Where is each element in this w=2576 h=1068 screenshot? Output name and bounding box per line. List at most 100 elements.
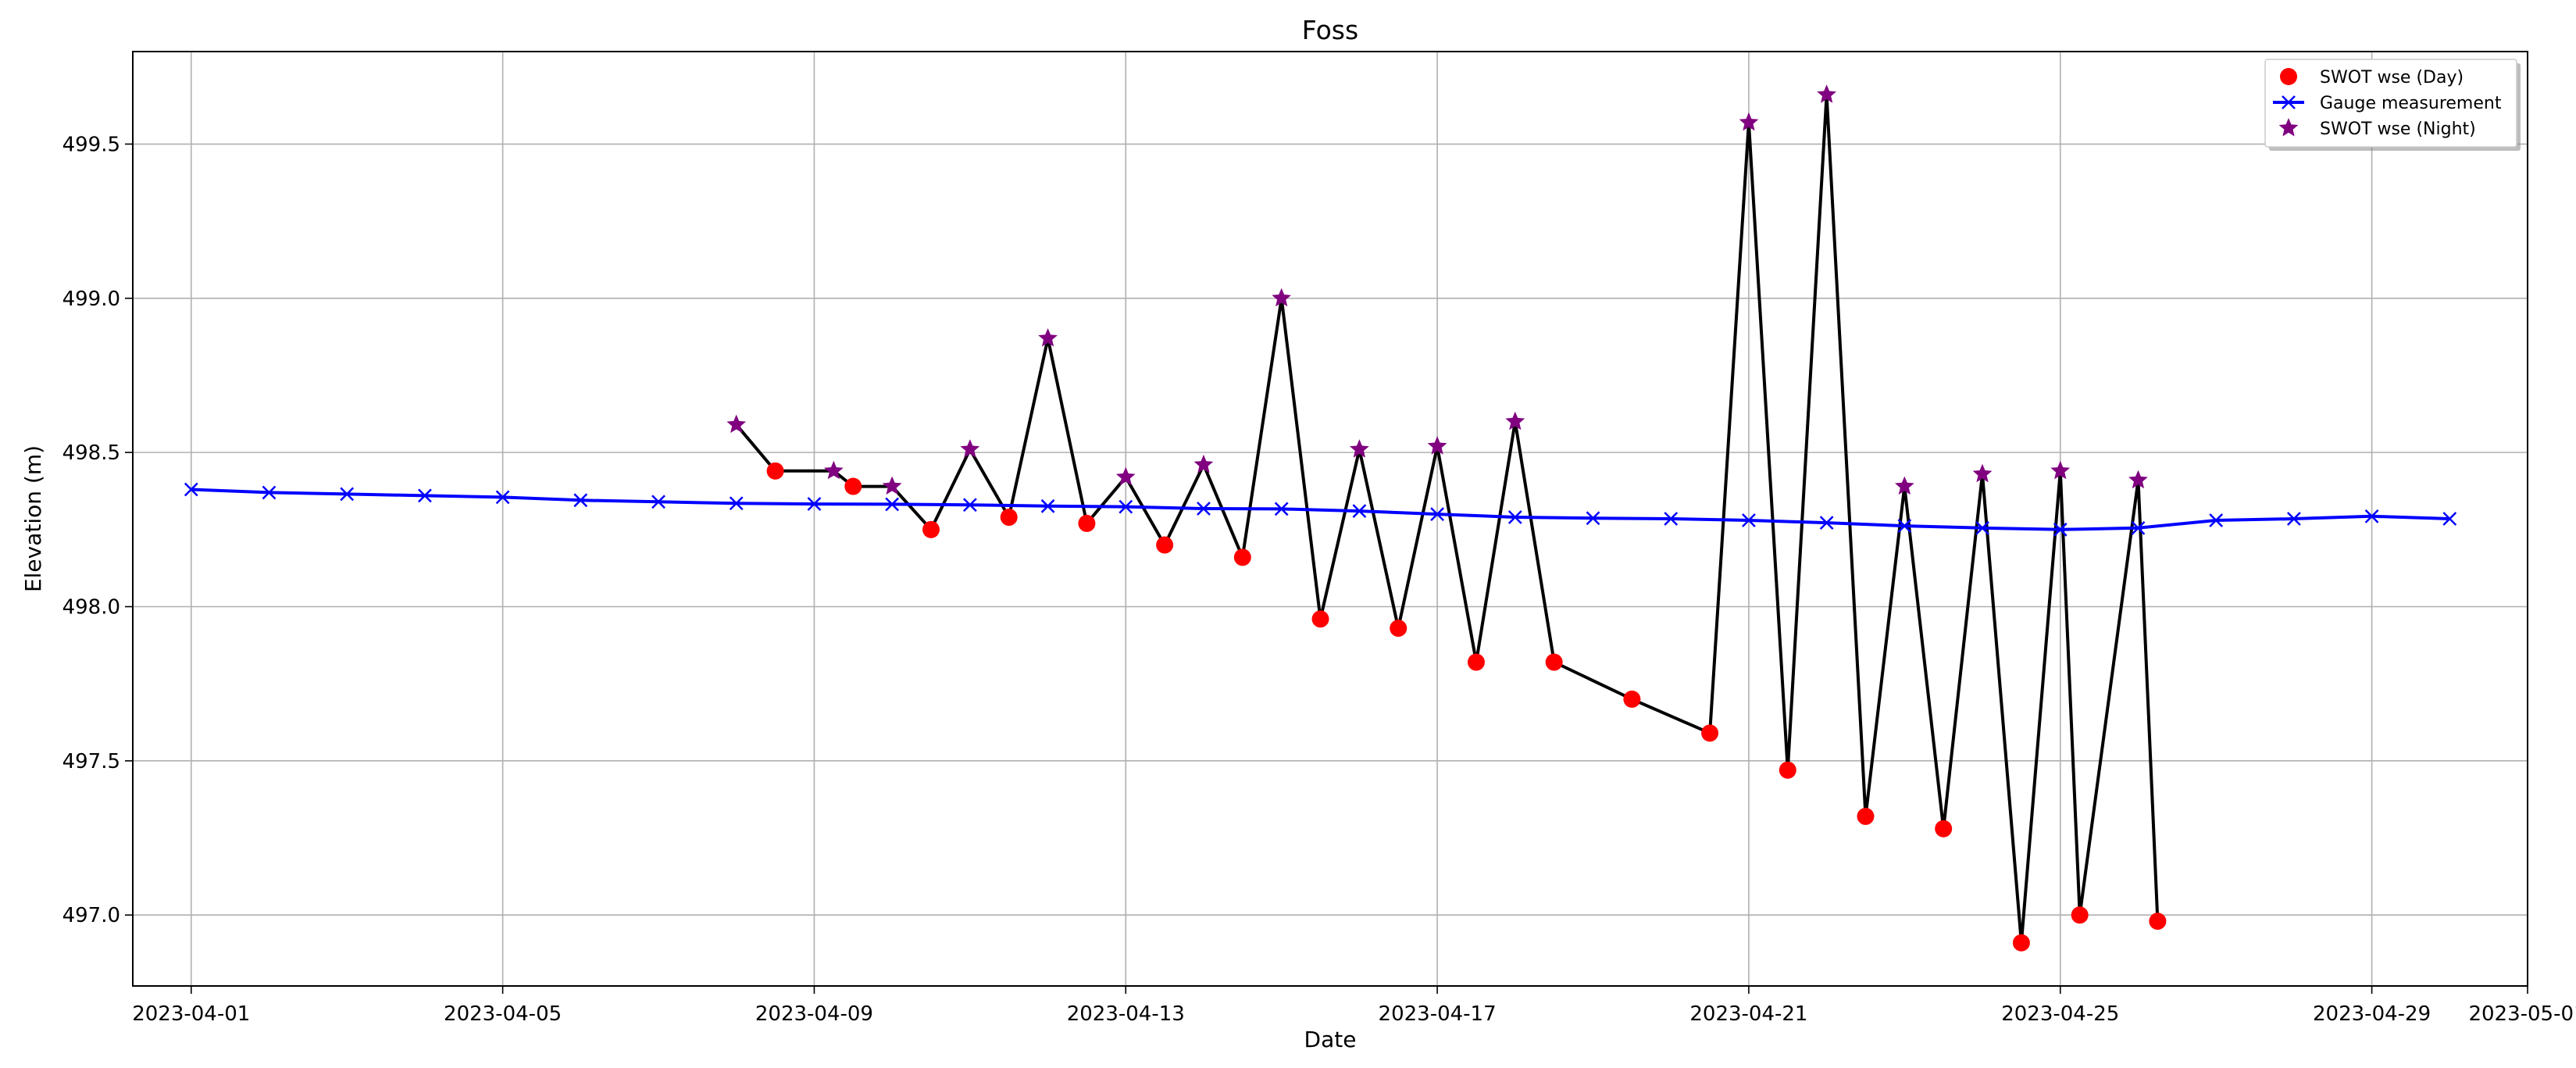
legend: SWOT wse (Day) Gauge measurement SWOT wse … [2264, 59, 2521, 151]
swot-day-point [766, 462, 784, 480]
gauge-point [1274, 502, 1289, 516]
gauge-point [1664, 512, 1679, 526]
series-group [184, 84, 2457, 952]
swot-day-point [1000, 509, 1018, 527]
gauge-point [573, 493, 588, 508]
swot-connector-line [735, 93, 2160, 945]
swot-day-point [1701, 724, 1719, 742]
gauge-point [2053, 522, 2068, 537]
x-tick-label: 2023-04-17 [1379, 1002, 1497, 1026]
swot-day-point [922, 520, 940, 538]
swot-day-point [1311, 610, 1329, 628]
axes: 2023-04-01 2023-04-05 2023-04-09 2023-04-13… [62, 133, 2576, 1026]
gauge-point [651, 495, 665, 509]
x-tick-label: 2023-04-13 [1067, 1002, 1185, 1026]
x-tick-label: 2023-05-01 [2468, 1002, 2576, 1026]
swot-night-point [824, 460, 844, 480]
swot-night-point [882, 476, 902, 495]
swot-night-point [1115, 466, 1136, 486]
gauge-point [2364, 509, 2379, 523]
plot-frame [132, 51, 2528, 987]
swot-day-point [1623, 690, 1641, 708]
gauge-point [962, 498, 977, 513]
gauge-point [1352, 504, 1367, 519]
y-tick-label: 497.5 [62, 750, 120, 773]
chart-title: Foss [1302, 15, 1358, 45]
legend-label-night: SWOT wse (Night) [2320, 120, 2476, 139]
gauge-point [1819, 516, 1834, 530]
legend-entry-day: SWOT wse (Day) [2280, 68, 2464, 88]
swot-day-point [1779, 761, 1796, 779]
legend-box [2264, 59, 2517, 148]
swot-night-point [2050, 460, 2071, 480]
y-tick-label: 498.0 [62, 595, 120, 619]
x-tick-label: 2023-04-09 [755, 1002, 873, 1026]
swot-night-point [2128, 470, 2148, 489]
gauge-point [2209, 513, 2224, 527]
x-tick-label: 2023-04-25 [2001, 1002, 2119, 1026]
gauge-point [1897, 519, 1912, 533]
gauge-point [2131, 520, 2146, 535]
swot-night-point [1895, 476, 1914, 495]
gauge-point [2442, 512, 2457, 526]
swot-day-point [1857, 807, 1875, 825]
x-tick-label: 2023-04-21 [1689, 1002, 1807, 1026]
gauge-point [418, 488, 432, 503]
swot-night-point [1038, 328, 1058, 347]
legend-entry-night: SWOT wse (Night) [2278, 118, 2476, 139]
swot-day-point [1545, 653, 1563, 671]
swot-day-point [844, 477, 862, 495]
grid [133, 52, 2528, 986]
x-tick-label: 2023-04-29 [2313, 1002, 2431, 1026]
legend-marker-night [2278, 118, 2299, 137]
swot-day-point [1078, 514, 1096, 532]
gauge-point [262, 485, 277, 500]
gauge-point [1119, 499, 1133, 514]
y-tick-label: 499.0 [62, 288, 120, 311]
gauge-point [1430, 507, 1444, 521]
swot-day-point [1156, 536, 1174, 554]
swot-night-point [1505, 411, 1525, 430]
gauge-point [1742, 513, 1756, 527]
swot-night-point [1193, 454, 1214, 473]
gauge-line [191, 488, 2450, 531]
swot-day-point [1233, 548, 1251, 566]
gauge-point [1975, 520, 1989, 535]
gauge-point [807, 497, 822, 511]
connector-line-group [735, 93, 2160, 945]
swot-night-point [960, 439, 980, 458]
gauge-point [2286, 512, 2301, 526]
legend-label-gauge: Gauge measurement [2320, 94, 2502, 113]
legend-marker-gauge [2282, 95, 2296, 109]
y-tick-label: 499.5 [62, 133, 120, 156]
gauge-point [340, 487, 355, 502]
swot-night-series [726, 84, 2148, 495]
swot-day-point [1935, 820, 1953, 838]
swot-night-point [1272, 288, 1291, 307]
gauge-point [184, 482, 198, 497]
x-axis-title: Date [1304, 1027, 1357, 1052]
swot-night-point [1427, 436, 1447, 455]
gauge-point [495, 490, 510, 505]
swot-day-point [2149, 913, 2167, 930]
y-axis-title: Elevation (m) [20, 445, 46, 592]
gauge-point [1507, 510, 1522, 524]
swot-night-point [1972, 463, 1993, 483]
swot-night-point [1817, 84, 1836, 103]
legend-label-day: SWOT wse (Day) [2320, 68, 2464, 88]
swot-day-series [766, 462, 2167, 952]
gauge-point [1586, 511, 1600, 526]
legend-marker-day [2280, 68, 2297, 85]
x-tick-label: 2023-04-01 [132, 1002, 250, 1026]
swot-day-point [2012, 934, 2030, 952]
swot-day-point [2071, 906, 2089, 924]
swot-night-point [1350, 439, 1369, 458]
swot-night-point [726, 414, 747, 434]
gauge-point [1197, 502, 1211, 516]
x-tick-label: 2023-04-05 [444, 1002, 562, 1026]
swot-day-point [1467, 653, 1485, 671]
gauge-series [184, 482, 2457, 537]
y-tick-label: 497.0 [62, 904, 120, 927]
